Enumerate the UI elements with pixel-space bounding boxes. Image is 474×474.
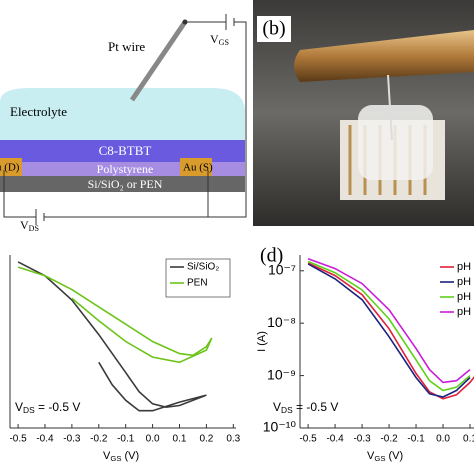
legend-label: PEN: [187, 278, 208, 289]
annotation-main: V: [15, 400, 23, 414]
x-tick-label: -0.4: [326, 434, 344, 445]
vds-sub: DS: [29, 224, 39, 233]
data-line: [17, 266, 213, 364]
probe-holder: [294, 30, 474, 82]
x-tick-label: -0.5: [299, 434, 317, 445]
x-tick-label: 0.1: [173, 434, 187, 445]
annotation: VDS = -0.5 V: [15, 400, 80, 415]
y-axis-label: I (A): [256, 331, 268, 352]
circuit: [3, 14, 247, 225]
x-tick-label: -0.5: [9, 434, 27, 445]
data-line: [307, 262, 474, 400]
x-tick-label: -0.4: [36, 434, 54, 445]
x-tick-label: 0.0: [436, 434, 450, 445]
photo: (b): [253, 0, 474, 226]
x-tick-label: -0.3: [353, 434, 371, 445]
legend-label: pH: [457, 291, 471, 303]
legend-label: pH: [457, 261, 471, 273]
source-label: Au (S): [183, 162, 213, 174]
legend-label: pH: [457, 276, 471, 288]
x-axis-label-sub: GS: [110, 454, 121, 463]
drain-label: Au (D): [0, 162, 20, 174]
wire-node: [182, 19, 188, 25]
x-tick-label: -0.1: [117, 434, 135, 445]
legend-box: [165, 258, 231, 298]
legend-label: Si/SiO₂: [187, 262, 219, 273]
substrate-label: Si/SiO₂ or PEN: [88, 177, 163, 191]
semiconductor-layer: [0, 140, 245, 162]
well: [358, 105, 433, 180]
annotation: VDS = -0.5 V: [273, 400, 338, 415]
y-tick-label: 10⁻⁸: [267, 314, 296, 330]
vds-label: VDS: [20, 218, 39, 233]
x-tick-label: -0.3: [63, 434, 81, 445]
pt-wire: [129, 20, 188, 102]
source-pad: [180, 158, 212, 176]
vgs-sub: GS: [219, 38, 229, 47]
dielectric-label: Polystyrene: [97, 162, 154, 176]
electrode: [387, 74, 393, 141]
annotation-main: V: [273, 400, 281, 414]
x-tick-label: -0.2: [380, 434, 398, 445]
annotation-sub: DS: [281, 405, 293, 415]
legend-label: pH: [457, 306, 471, 318]
annotation-rest: = -0.5 V: [35, 400, 81, 414]
drain-pad: [0, 158, 22, 176]
substrate-layer: [0, 176, 245, 192]
x-axis-label-main: V: [367, 450, 375, 462]
annotation-sub: DS: [23, 405, 35, 415]
x-axis-label-sub: GS: [374, 454, 385, 463]
schematic: Pt wire VGS Electrolyte C8-BTBT Polystyr…: [0, 14, 247, 233]
y-tick-label: 10⁻⁷: [268, 261, 296, 277]
vgs-label: VGS: [210, 32, 229, 47]
x-tick-label: 0.1: [463, 434, 474, 445]
y-tick-label: 10⁻¹⁰: [263, 419, 297, 435]
x-tick-label: 0.3: [226, 434, 240, 445]
label-box: [257, 16, 291, 42]
x-axis-label-rest: (V): [121, 450, 139, 462]
electrolyte-region: [0, 88, 245, 140]
data-line: [307, 257, 471, 384]
semiconductor-label: C8-BTBT: [99, 143, 152, 158]
pt-wire-label: Pt wire: [108, 39, 145, 54]
y-tick-label: 10⁻⁹: [267, 366, 296, 382]
vds-main: V: [20, 218, 29, 232]
x-axis-label: VGS (V): [367, 450, 403, 463]
x-axis-label-rest: (V): [385, 450, 403, 462]
x-tick-label: -0.1: [407, 434, 425, 445]
x-tick-label: 0.0: [146, 434, 160, 445]
x-axis-label: VGS (V): [103, 450, 139, 463]
panel-label: (b): [262, 18, 285, 40]
electrolyte-label: Electrolyte: [10, 104, 67, 119]
x-axis-label-main: V: [103, 450, 111, 462]
x-tick-label: -0.2: [90, 434, 108, 445]
data-line: [307, 260, 471, 392]
data-line: [307, 263, 471, 398]
annotation-rest: = -0.5 V: [293, 400, 339, 414]
panel-label: (d): [260, 245, 283, 267]
data-line: [17, 261, 207, 412]
x-tick-label: 0.2: [199, 434, 213, 445]
vgs-main: V: [210, 32, 219, 46]
